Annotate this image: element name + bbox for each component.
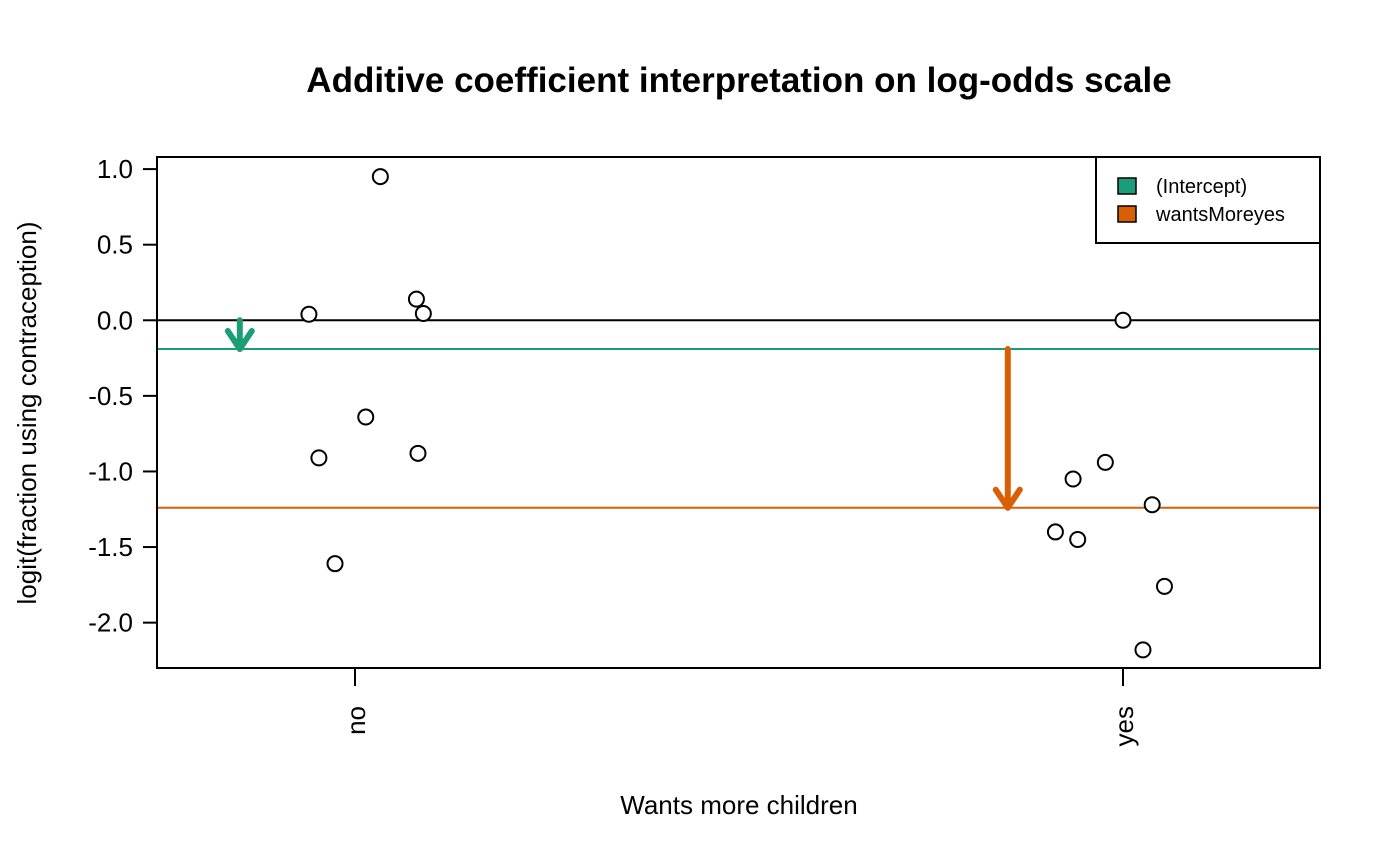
data-point-5 [310, 449, 328, 467]
legend-box [1095, 156, 1321, 244]
y-axis: 1.0 0.5 0.0 -0.5 -1.0 -1.5 -2.0 [88, 154, 157, 638]
y-tick-label-4: -1.0 [88, 456, 133, 486]
x-axis-label: Wants more children [620, 790, 857, 820]
data-point-7 [326, 555, 344, 573]
data-point-0 [371, 168, 389, 186]
data-point-2 [407, 290, 425, 308]
data-point-10 [1064, 470, 1082, 488]
data-point-6 [409, 444, 427, 462]
coef-arrow-0 [224, 317, 255, 353]
x-axis: no yes [341, 668, 1139, 746]
y-axis-label: logit(fraction using contraception) [12, 222, 42, 605]
data-point-11 [1143, 496, 1161, 514]
data-point-9 [1096, 453, 1114, 471]
data-point-1 [300, 305, 318, 323]
data-point-8 [1114, 311, 1132, 329]
chart-title: Additive coefficient interpretation on l… [306, 61, 1171, 100]
legend-swatch-1 [1117, 205, 1137, 223]
legend-swatch-0 [1117, 177, 1137, 195]
data-point-4 [357, 408, 375, 426]
y-tick-label-0: 1.0 [97, 154, 133, 184]
plot-frame [156, 156, 1321, 669]
plot-area [156, 156, 1321, 669]
coef-arrow-head-0 [224, 328, 255, 353]
legend-label-1: wantsMoreyes [1155, 204, 1285, 226]
y-tick-label-2: 0.0 [97, 305, 133, 335]
data-point-3 [414, 304, 432, 322]
legend: (Intercept) wantsMoreyes [1095, 156, 1321, 244]
y-tick-label-6: -2.0 [88, 608, 133, 638]
data-point-15 [1134, 641, 1152, 659]
y-tick-label-3: -0.5 [88, 381, 133, 411]
coef-arrow-1 [992, 346, 1023, 511]
data-point-14 [1155, 577, 1173, 595]
data-point-12 [1046, 523, 1064, 541]
x-tick-label-0: no [341, 706, 371, 735]
coef-arrow-head-1 [992, 486, 1023, 511]
y-tick-label-1: 0.5 [97, 230, 133, 260]
x-tick-label-1: yes [1109, 706, 1139, 746]
data-point-13 [1069, 530, 1087, 548]
legend-label-0: (Intercept) [1156, 176, 1247, 198]
y-tick-label-5: -1.5 [88, 532, 133, 562]
